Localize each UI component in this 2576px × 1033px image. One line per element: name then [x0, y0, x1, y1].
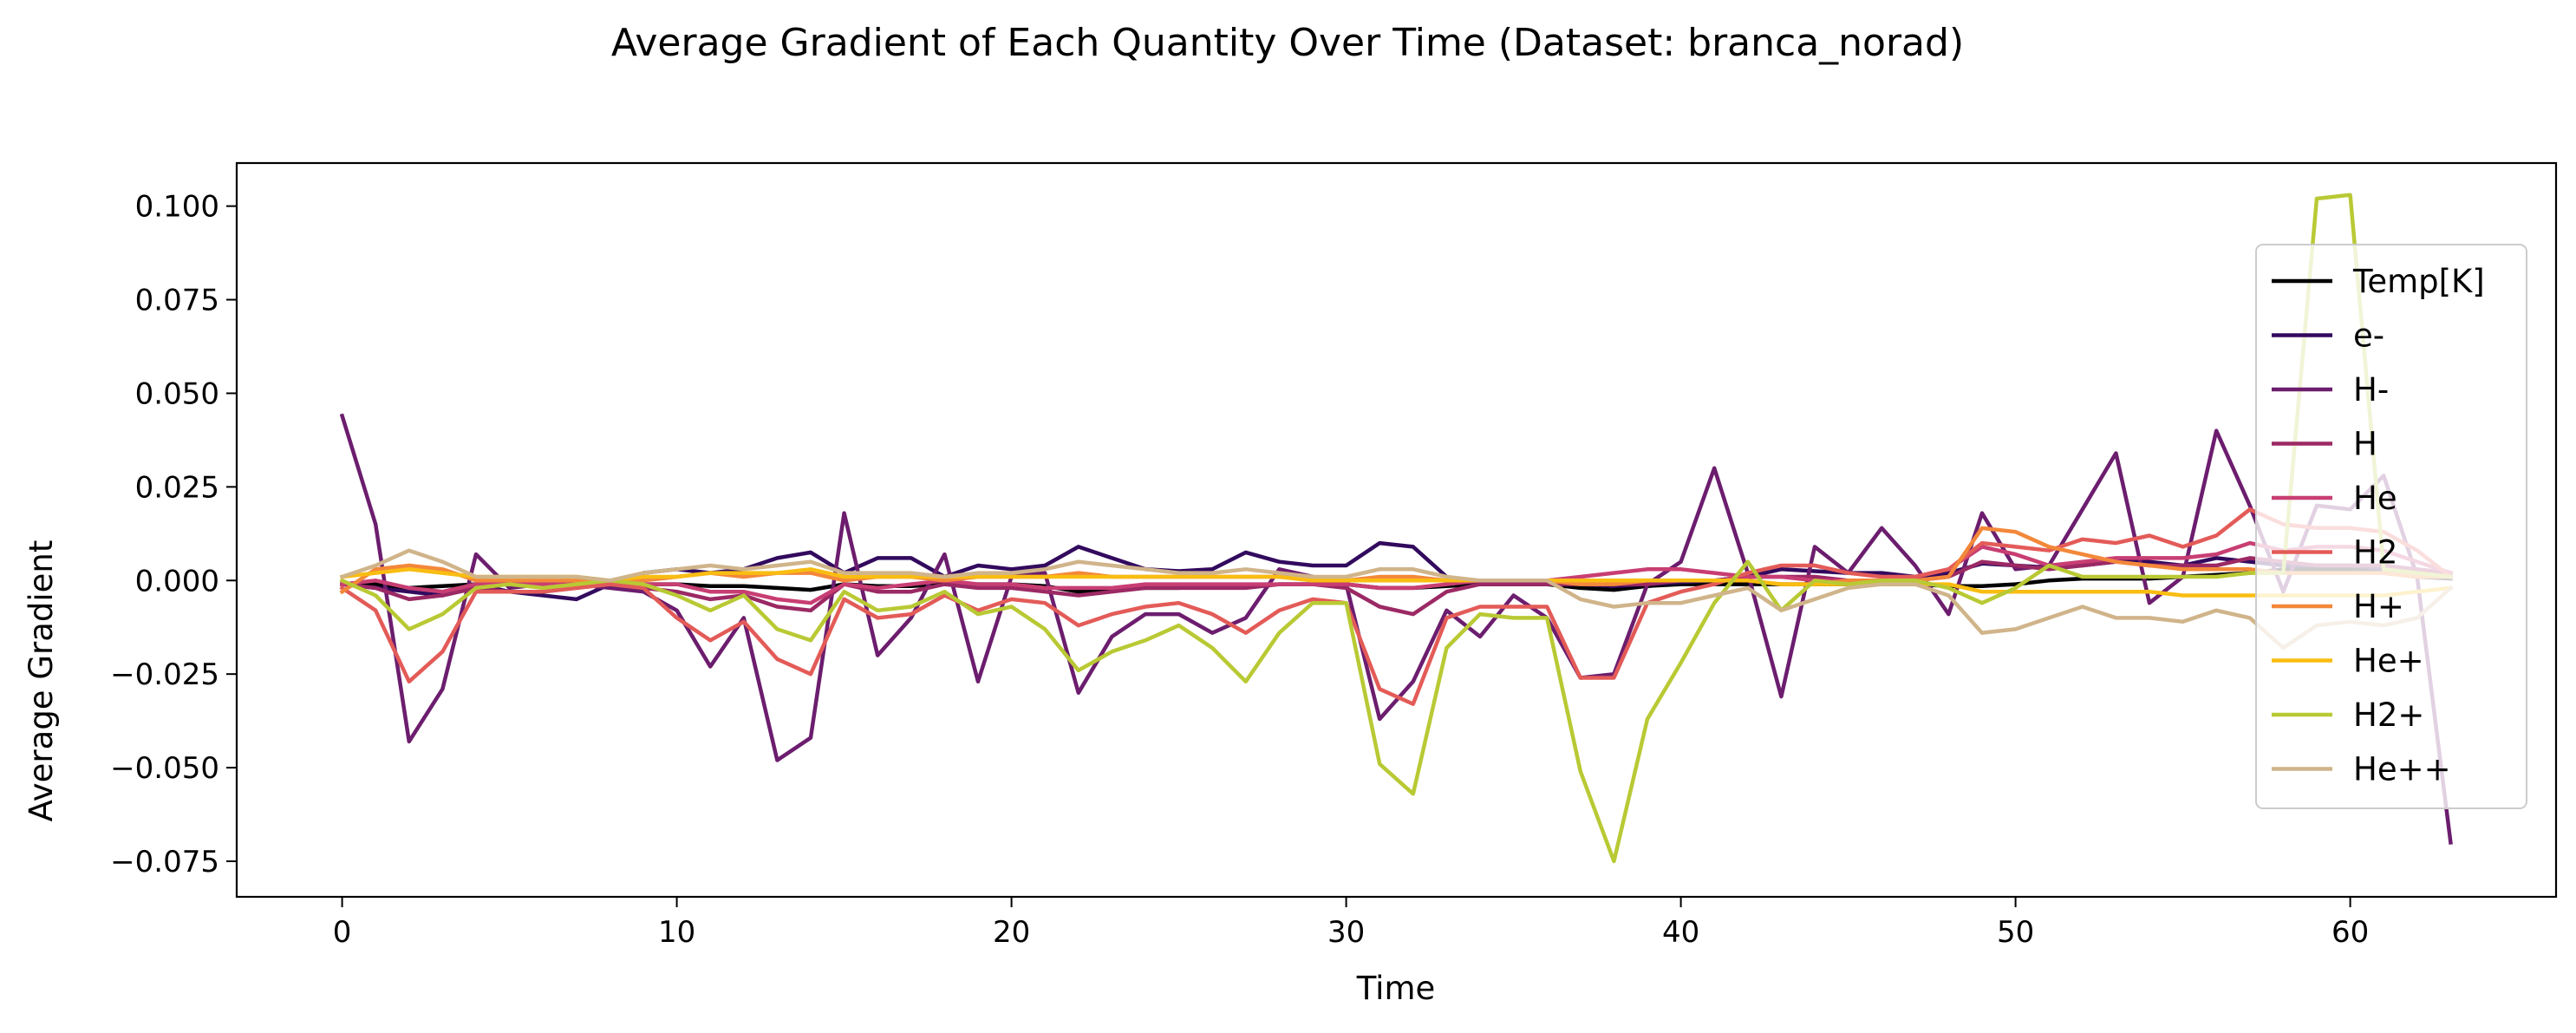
series-line-h	[340, 556, 2453, 617]
y-tick-label: 0.025	[135, 470, 219, 505]
legend-label: H2	[2353, 534, 2397, 572]
series-line-h-	[339, 413, 2453, 845]
legend-label: H	[2353, 426, 2377, 463]
y-axis-label: Average Gradient	[23, 540, 60, 822]
x-tick-label: 0	[333, 915, 352, 950]
legend-label: e-	[2353, 317, 2384, 355]
y-axis: −0.075 −0.050 −0.025 0.000 0.025 0.050 0.075 0.…	[110, 190, 237, 879]
x-tick-label: 50	[1997, 915, 2034, 950]
chart-title: Average Gradient of Each Quantity Over T…	[611, 21, 1964, 65]
series-line-h2-	[339, 193, 2453, 864]
legend-label: He	[2353, 480, 2397, 517]
legend-label: H+	[2353, 588, 2404, 625]
legend-box	[2255, 244, 2527, 809]
x-axis: 0 10 20 30 40 50 60	[333, 897, 2369, 950]
legend-label: H-	[2353, 371, 2389, 409]
x-tick-label: 60	[2331, 915, 2369, 950]
plot-lines	[339, 193, 2454, 864]
legend-label: He+	[2353, 643, 2424, 680]
y-tick-label: −0.025	[110, 657, 219, 692]
series-line-he-	[339, 548, 2454, 651]
series-line-he-	[340, 567, 2453, 598]
series-line-h2	[339, 507, 2454, 706]
x-tick-label: 20	[993, 915, 1030, 950]
legend-label: H2+	[2353, 696, 2424, 734]
y-tick-label: 0.100	[135, 190, 219, 225]
x-tick-label: 10	[658, 915, 695, 950]
x-tick-label: 40	[1662, 915, 1699, 950]
y-tick-label: 0.075	[135, 284, 219, 318]
x-axis-label: Time	[1356, 970, 1436, 1007]
legend: Temp[K] e- H- H He H2 H+ He+ H2+ He++	[2255, 244, 2527, 809]
x-tick-label: 30	[1327, 915, 1365, 950]
y-tick-label: −0.075	[110, 845, 219, 879]
y-tick-label: 0.000	[135, 564, 219, 598]
plot-frame	[235, 161, 2558, 899]
legend-label: He++	[2353, 751, 2451, 788]
y-tick-label: −0.050	[110, 751, 219, 786]
y-tick-label: 0.050	[135, 376, 219, 411]
legend-label: Temp[K]	[2352, 263, 2485, 300]
